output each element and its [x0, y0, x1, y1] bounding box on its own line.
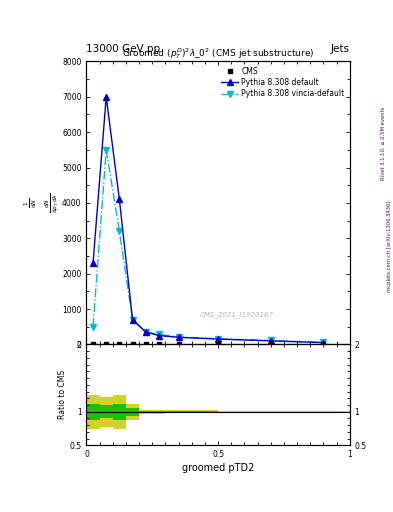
CMS: [104, 341, 108, 347]
CMS: [176, 341, 181, 347]
Pythia 8.308 default: [130, 316, 135, 323]
Pythia 8.308 default: [176, 334, 181, 340]
CMS: [130, 341, 135, 347]
Line: Pythia 8.308 vincia-default: Pythia 8.308 vincia-default: [90, 147, 326, 345]
Pythia 8.308 vincia-default: [143, 329, 148, 335]
Pythia 8.308 vincia-default: [176, 334, 181, 340]
X-axis label: groomed pTD2: groomed pTD2: [182, 463, 254, 474]
Pythia 8.308 default: [268, 338, 273, 344]
Text: Jets: Jets: [331, 44, 350, 54]
CMS: [156, 341, 161, 347]
CMS: [321, 341, 326, 347]
Pythia 8.308 default: [117, 196, 122, 202]
CMS: [117, 341, 122, 347]
Text: CMS_2021_I1920187: CMS_2021_I1920187: [200, 311, 274, 318]
Line: Pythia 8.308 default: Pythia 8.308 default: [90, 94, 326, 346]
Pythia 8.308 vincia-default: [216, 336, 220, 342]
Pythia 8.308 vincia-default: [104, 147, 108, 153]
CMS: [216, 341, 220, 347]
Text: 13000 GeV pp: 13000 GeV pp: [86, 44, 161, 54]
Title: Groomed $(p_T^D)^2\lambda\_0^2$ (CMS jet substructure): Groomed $(p_T^D)^2\lambda\_0^2$ (CMS jet…: [122, 47, 314, 61]
CMS: [143, 341, 148, 347]
Pythia 8.308 vincia-default: [130, 316, 135, 323]
Pythia 8.308 default: [216, 336, 220, 342]
Pythia 8.308 default: [104, 94, 108, 100]
Pythia 8.308 default: [91, 260, 95, 266]
Pythia 8.308 vincia-default: [268, 337, 273, 344]
Pythia 8.308 default: [156, 332, 161, 338]
CMS: [268, 341, 273, 347]
Text: mcplots.cern.ch [arXiv:1306.3436]: mcplots.cern.ch [arXiv:1306.3436]: [387, 200, 391, 291]
Pythia 8.308 default: [321, 339, 326, 346]
Pythia 8.308 default: [143, 329, 148, 335]
Pythia 8.308 vincia-default: [91, 324, 95, 330]
Y-axis label: Ratio to CMS: Ratio to CMS: [58, 370, 67, 419]
CMS: [91, 341, 95, 347]
Y-axis label: $\frac{1}{\mathrm{d}N}$
$\frac{\mathrm{d}N}{\mathrm{d}p_T\,\mathrm{d}\lambda}$: $\frac{1}{\mathrm{d}N}$ $\frac{\mathrm{d…: [22, 193, 61, 213]
Text: Rivet 3.1.10, ≥ 2.5M events: Rivet 3.1.10, ≥ 2.5M events: [381, 106, 386, 180]
Line: CMS: CMS: [91, 342, 325, 346]
Pythia 8.308 vincia-default: [321, 339, 326, 346]
Pythia 8.308 vincia-default: [117, 228, 122, 234]
Pythia 8.308 vincia-default: [156, 331, 161, 337]
Legend: CMS, Pythia 8.308 default, Pythia 8.308 vincia-default: CMS, Pythia 8.308 default, Pythia 8.308 …: [220, 65, 346, 100]
